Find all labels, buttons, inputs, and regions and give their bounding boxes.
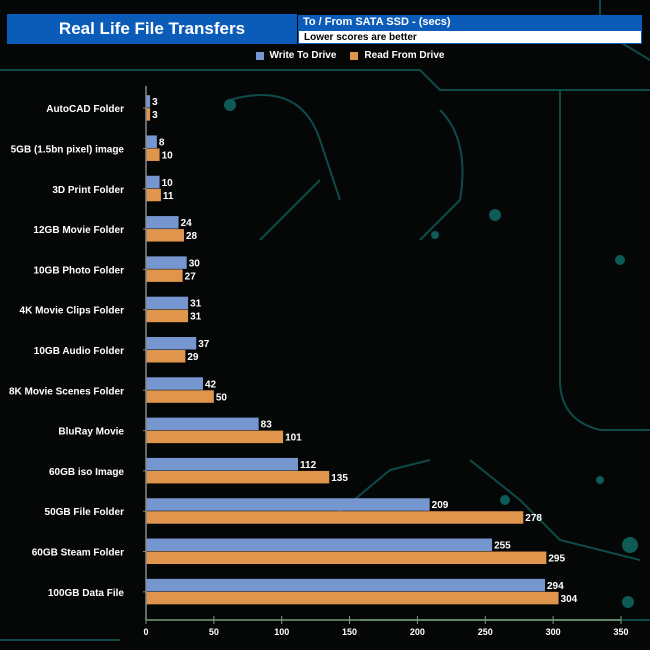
bar-write bbox=[146, 377, 203, 390]
bar-write bbox=[146, 95, 151, 108]
category-label: 100GB Data File bbox=[48, 588, 125, 599]
bar-write bbox=[146, 417, 259, 431]
data-label: 278 bbox=[525, 513, 542, 524]
x-tick-label: 150 bbox=[342, 627, 357, 637]
category-label: 50GB File Folder bbox=[45, 507, 125, 518]
data-label: 50 bbox=[216, 392, 228, 403]
data-label: 11 bbox=[163, 191, 174, 202]
x-tick-label: 250 bbox=[478, 627, 493, 637]
bar-write bbox=[146, 135, 157, 148]
legend-label-read: Read From Drive bbox=[364, 50, 445, 61]
x-tick-label: 350 bbox=[613, 627, 628, 637]
category-label: 60GB iso Image bbox=[49, 467, 124, 478]
bar-read bbox=[146, 148, 160, 161]
bar-read bbox=[146, 188, 161, 202]
x-tick-label: 100 bbox=[274, 627, 289, 637]
data-label: 30 bbox=[189, 258, 201, 269]
data-label: 29 bbox=[187, 352, 199, 363]
bar-read bbox=[146, 108, 151, 121]
data-label: 27 bbox=[185, 271, 197, 282]
data-label: 135 bbox=[331, 473, 348, 484]
category-label: 8K Movie Scenes Folder bbox=[9, 386, 124, 397]
bar-read bbox=[146, 551, 547, 565]
data-label: 8 bbox=[159, 137, 165, 148]
category-label: 10GB Audio Folder bbox=[34, 346, 124, 357]
bar-read bbox=[146, 350, 186, 363]
chart-subtitle: To / From SATA SSD - (secs) bbox=[298, 15, 642, 30]
data-label: 255 bbox=[494, 541, 511, 552]
x-tick-label: 200 bbox=[410, 627, 425, 637]
data-label: 10 bbox=[162, 178, 174, 189]
bar-read bbox=[146, 229, 184, 242]
legend-swatch-write bbox=[255, 51, 264, 60]
bar-write bbox=[146, 498, 430, 511]
data-label: 304 bbox=[561, 594, 578, 605]
data-label: 295 bbox=[548, 554, 565, 565]
category-label: 12GB Movie Folder bbox=[33, 225, 124, 236]
category-label: 10GB Photo Folder bbox=[33, 265, 124, 276]
data-label: 294 bbox=[547, 581, 564, 592]
bar-read bbox=[146, 309, 189, 323]
data-label: 37 bbox=[198, 339, 210, 350]
category-label: BluRay Movie bbox=[58, 427, 124, 438]
bar-write bbox=[146, 457, 298, 471]
data-label: 83 bbox=[261, 420, 273, 431]
bar-read bbox=[146, 269, 183, 282]
data-label: 31 bbox=[190, 312, 202, 323]
category-label: 60GB Steam Folder bbox=[32, 548, 124, 559]
x-tick-label: 50 bbox=[209, 627, 219, 637]
legend-swatch-read bbox=[350, 51, 359, 60]
data-label: 28 bbox=[186, 231, 198, 242]
legend: Write To Drive Read From Drive bbox=[0, 50, 650, 61]
data-label: 42 bbox=[205, 379, 217, 390]
legend-item-write: Write To Drive bbox=[255, 50, 337, 61]
data-label: 3 bbox=[152, 97, 158, 108]
bar-read bbox=[146, 390, 214, 403]
data-label: 24 bbox=[181, 218, 193, 229]
bar-write bbox=[146, 216, 179, 229]
category-label: AutoCAD Folder bbox=[46, 104, 124, 115]
category-label: 3D Print Folder bbox=[52, 185, 124, 196]
chart-title: Real Life File Transfers bbox=[7, 14, 297, 44]
bar-write bbox=[146, 296, 189, 310]
bar-read bbox=[146, 430, 284, 444]
data-label: 209 bbox=[432, 500, 449, 511]
bar-write bbox=[146, 175, 160, 189]
bar-write bbox=[146, 337, 197, 350]
data-label: 31 bbox=[190, 299, 202, 310]
category-label: 5GB (1.5bn pixel) image bbox=[11, 144, 125, 155]
data-label: 112 bbox=[300, 460, 317, 471]
bar-write bbox=[146, 578, 545, 592]
x-tick-label: 300 bbox=[546, 627, 561, 637]
bar-read bbox=[146, 511, 524, 524]
legend-item-read: Read From Drive bbox=[350, 50, 444, 61]
legend-label-write: Write To Drive bbox=[269, 50, 337, 61]
bar-write bbox=[146, 538, 493, 552]
data-label: 101 bbox=[285, 433, 302, 444]
data-label: 3 bbox=[152, 110, 158, 121]
category-label: 4K Movie Clips Folder bbox=[20, 306, 125, 317]
chart-note: Lower scores are better bbox=[298, 30, 642, 44]
bar-read bbox=[146, 591, 559, 605]
data-label: 10 bbox=[162, 150, 174, 161]
bar-read bbox=[146, 470, 330, 484]
bar-write bbox=[146, 256, 187, 269]
x-tick-label: 0 bbox=[143, 627, 148, 637]
